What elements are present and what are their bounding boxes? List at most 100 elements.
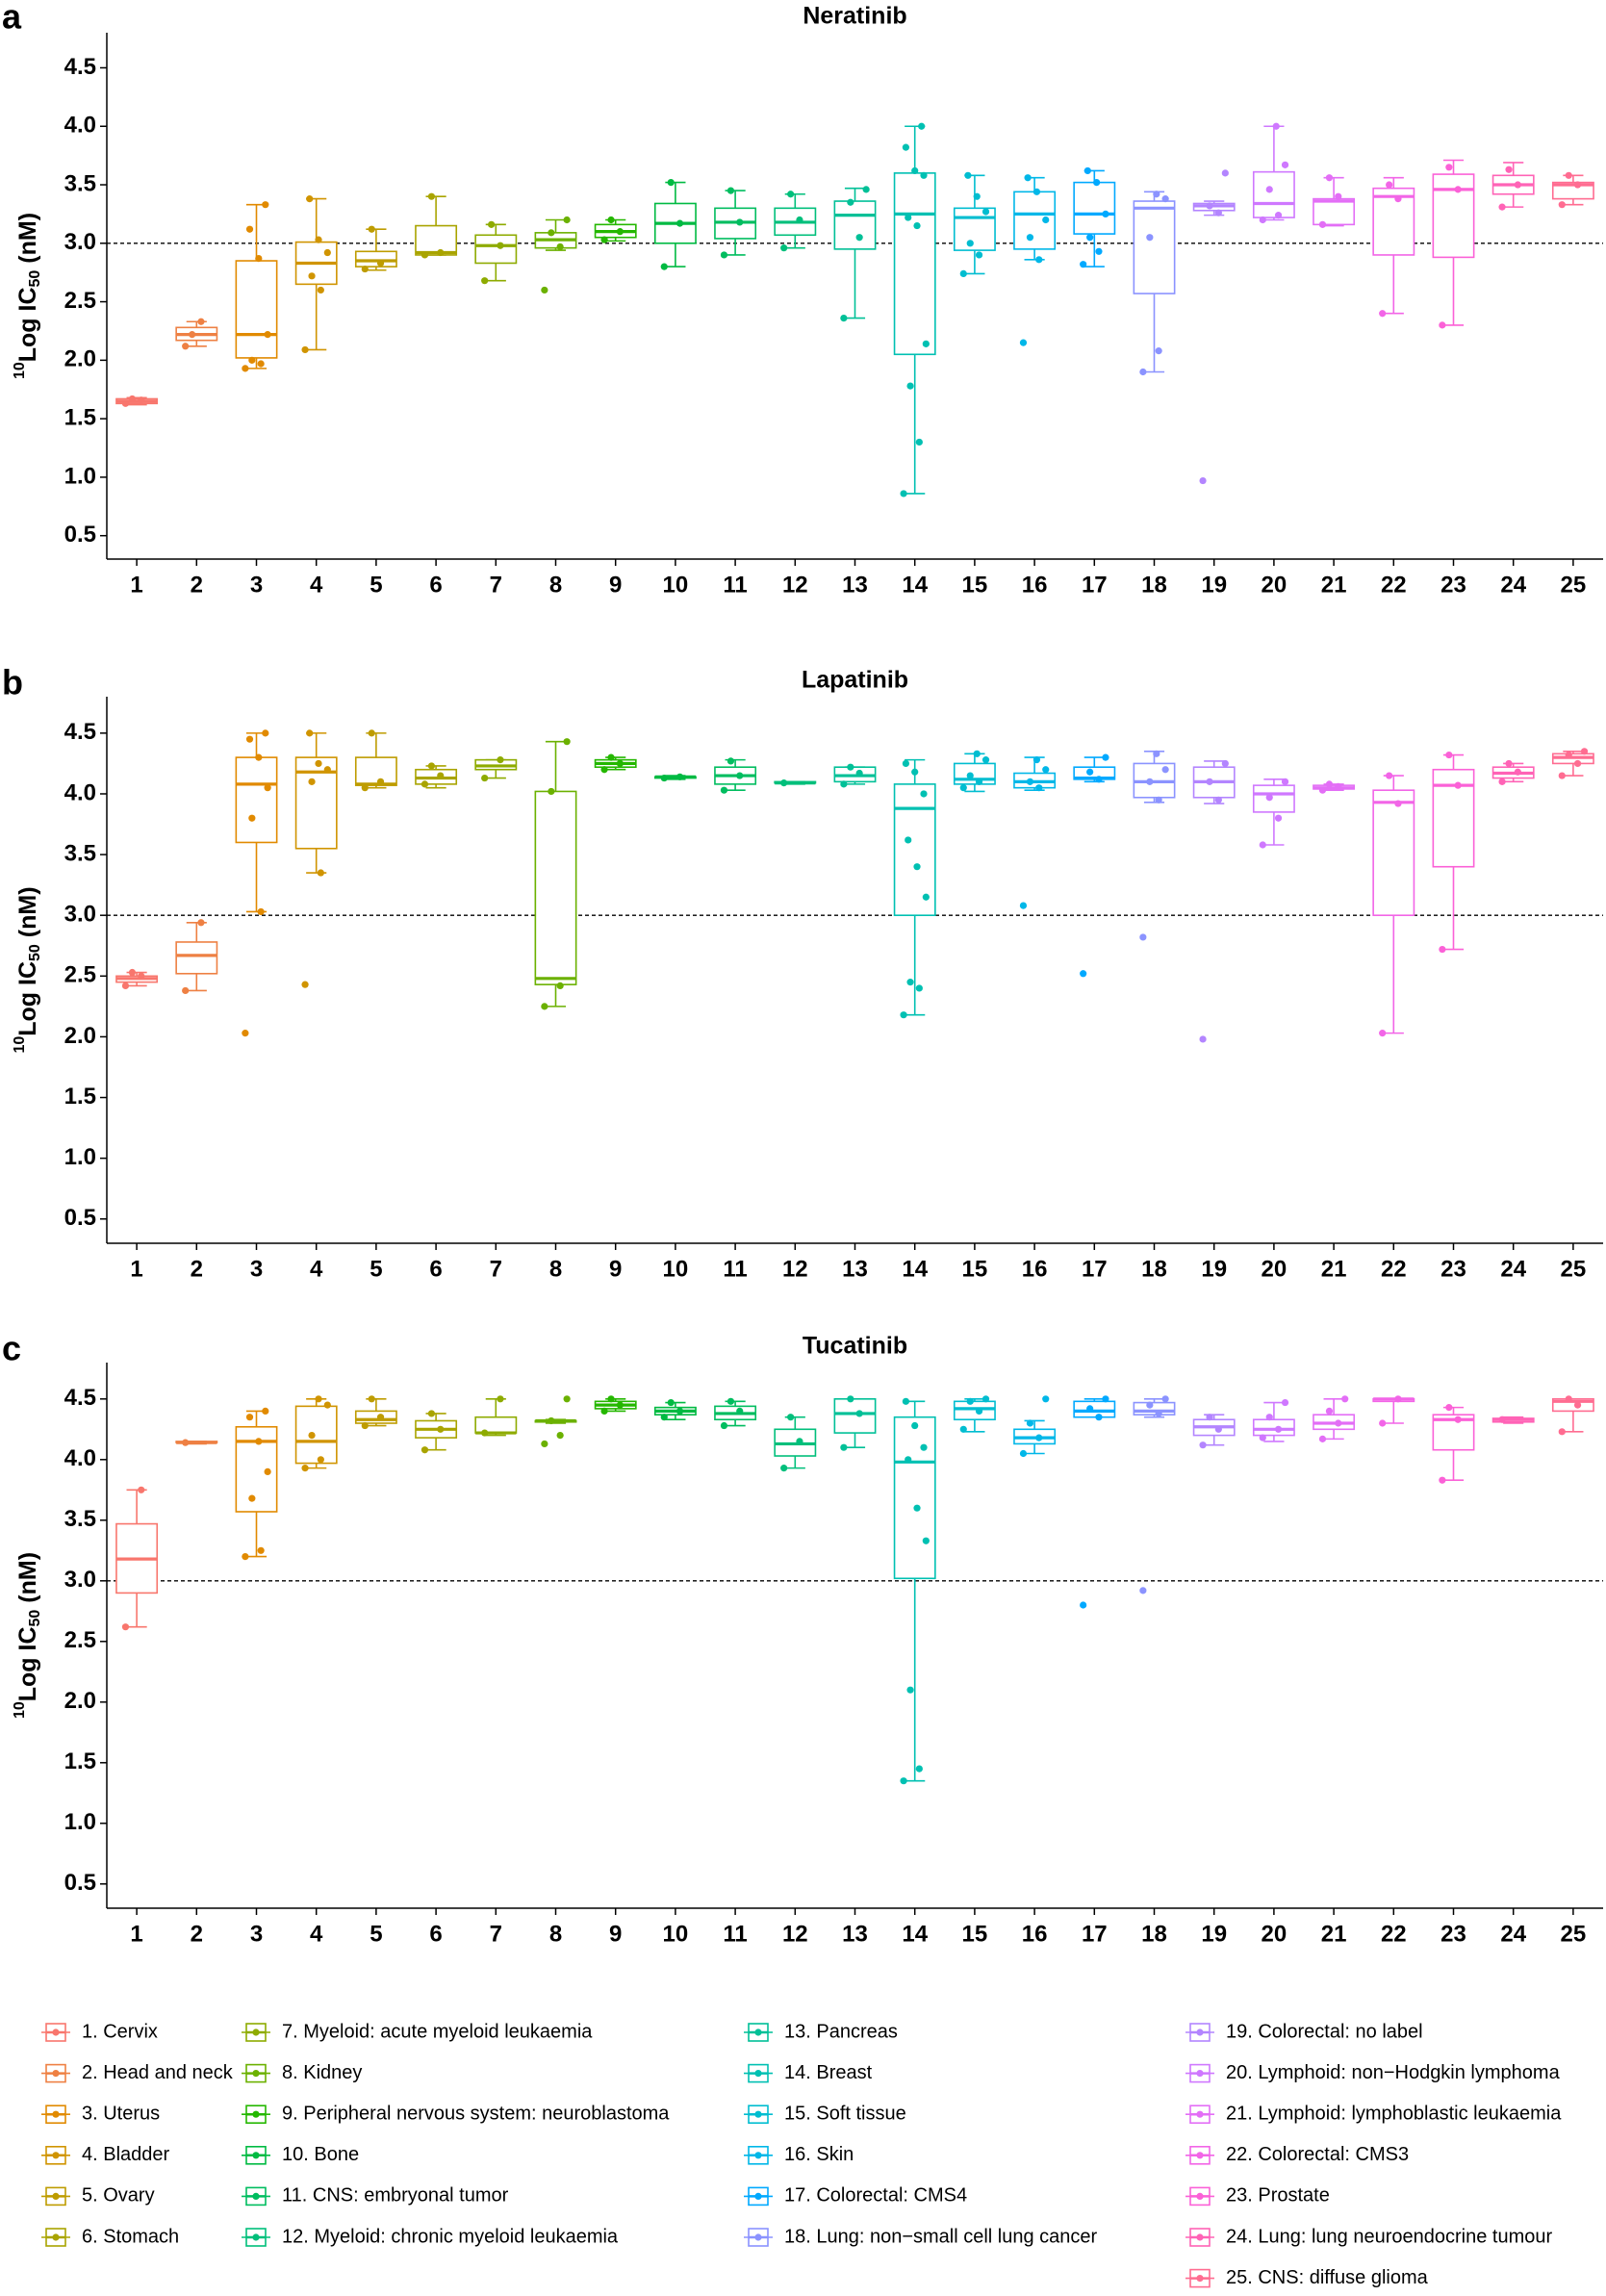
box-body — [175, 941, 218, 975]
data-point — [1274, 1425, 1283, 1433]
data-point — [1386, 772, 1393, 779]
data-point — [128, 395, 137, 403]
legend-item: 20. Lymphoid: non−Hodgkin lymphoma — [1185, 2062, 1561, 2083]
data-point — [1379, 1030, 1387, 1037]
data-point — [1214, 209, 1222, 217]
y-tick-label: 3.0 — [64, 1567, 96, 1593]
data-point — [255, 753, 263, 761]
y-label-sup: 10 — [12, 1036, 28, 1054]
data-point — [361, 1421, 369, 1430]
box-body — [893, 172, 936, 356]
data-point — [1394, 195, 1402, 203]
legend-label: 24. Lung: lung neuroendocrine tumour — [1226, 2226, 1552, 2247]
data-point — [1514, 181, 1521, 189]
data-point — [855, 234, 863, 242]
data-point — [847, 198, 854, 206]
data-point — [317, 869, 324, 877]
data-point — [1080, 1601, 1087, 1609]
legend-key-point — [754, 2152, 762, 2159]
data-point — [306, 195, 314, 203]
data-point — [922, 1537, 930, 1544]
data-point — [189, 331, 196, 339]
x-tick-label: 17 — [1082, 1256, 1108, 1282]
data-point — [1146, 778, 1154, 785]
data-point — [301, 981, 309, 988]
data-point — [556, 1432, 564, 1440]
data-point — [964, 171, 972, 179]
data-point — [959, 269, 967, 278]
data-point — [607, 753, 615, 761]
data-point — [1206, 778, 1213, 785]
data-point — [975, 778, 983, 785]
box-body — [833, 1398, 877, 1434]
legend-key-point — [52, 2152, 60, 2159]
legend-label: 13. Pancreas — [784, 2021, 898, 2042]
y-tick-label: 0.5 — [64, 522, 96, 548]
data-point — [1580, 748, 1589, 755]
box — [1313, 174, 1356, 228]
legend-item: 14. Breast — [744, 2062, 873, 2083]
data-point — [1214, 796, 1222, 804]
data-point — [913, 863, 921, 871]
x-tick-label: 21 — [1321, 572, 1347, 598]
legend-key-point — [252, 2152, 260, 2159]
box — [714, 1397, 757, 1430]
legend-key-point — [1196, 2233, 1204, 2241]
y-tick-label: 4.0 — [64, 1445, 96, 1471]
box — [1372, 176, 1415, 318]
box — [235, 729, 278, 1037]
data-point — [906, 979, 914, 986]
legend-item: 16. Skin — [744, 2144, 854, 2165]
box-body — [354, 250, 397, 268]
data-point — [245, 735, 254, 743]
legend-item: 23. Prostate — [1185, 2185, 1330, 2207]
data-point — [900, 490, 907, 497]
data-point — [913, 1504, 921, 1512]
legend-label: 17. Colorectal: CMS4 — [784, 2185, 967, 2207]
data-point — [966, 240, 974, 247]
data-point — [1155, 796, 1162, 804]
data-point — [981, 208, 990, 216]
data-point — [1035, 1434, 1043, 1441]
legend-item: 22. Colorectal: CMS3 — [1185, 2144, 1409, 2165]
box — [534, 1395, 577, 1448]
legend-item: 21. Lymphoid: lymphoblastic leukaemia — [1185, 2103, 1562, 2124]
data-point — [600, 236, 608, 243]
data-point — [563, 216, 571, 224]
data-point — [911, 166, 919, 175]
data-point — [308, 778, 316, 785]
box — [833, 186, 877, 322]
box — [115, 968, 159, 990]
data-point — [900, 1011, 907, 1019]
legend-key-point — [252, 2028, 260, 2036]
legend-label: 23. Prostate — [1226, 2185, 1330, 2207]
data-point — [242, 1030, 249, 1037]
y-tick-label: 1.5 — [64, 1084, 96, 1110]
data-point — [563, 738, 571, 746]
y-axis-label: 10Log IC50 (nM) — [12, 213, 43, 379]
data-point — [497, 1395, 504, 1403]
data-point — [1024, 174, 1032, 182]
x-tick-label: 2 — [191, 1921, 203, 1947]
legend-key-point — [52, 2192, 60, 2200]
data-point — [315, 1395, 322, 1403]
box-body — [1372, 187, 1415, 256]
legend-item: 1. Cervix — [41, 2021, 158, 2042]
box — [1013, 174, 1057, 346]
data-point — [437, 1425, 445, 1433]
x-tick-label: 4 — [310, 572, 323, 598]
data-point — [1573, 759, 1582, 768]
x-tick-label: 4 — [310, 1256, 323, 1282]
data-point — [1558, 1428, 1566, 1436]
data-point — [1042, 216, 1050, 224]
data-point — [1565, 751, 1572, 759]
data-point — [556, 242, 564, 251]
legend-key-point — [52, 2110, 60, 2118]
data-point — [1281, 161, 1289, 168]
box — [1013, 756, 1057, 909]
data-point — [1558, 201, 1566, 209]
data-point — [660, 774, 668, 782]
box — [1551, 748, 1594, 779]
data-point — [796, 216, 803, 224]
data-point — [1274, 814, 1283, 822]
